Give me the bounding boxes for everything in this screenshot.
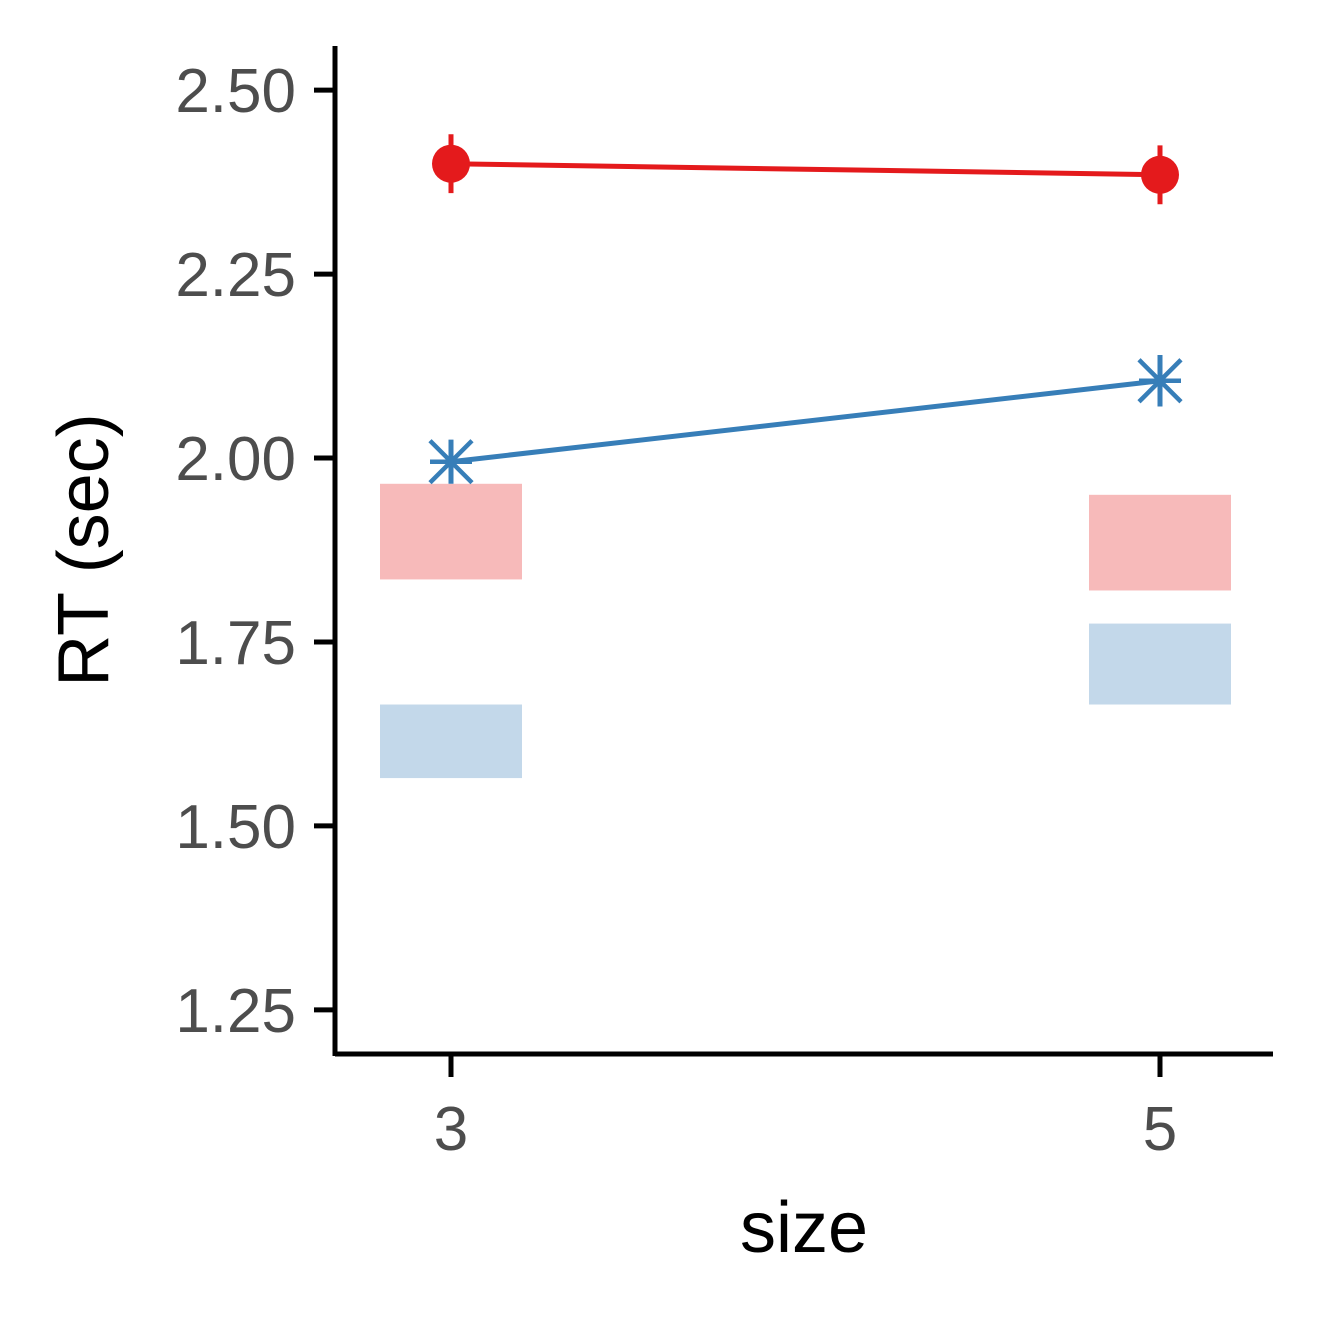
x-tick-label: 5 [1143, 1095, 1177, 1164]
y-tick-label: 1.75 [175, 609, 296, 678]
y-axis-title: RT (sec) [44, 413, 124, 686]
point-layer [428, 134, 1183, 485]
series-band [380, 704, 522, 779]
data-point [432, 144, 470, 183]
series-band [1089, 494, 1231, 591]
y-tick-label: 1.50 [175, 793, 296, 862]
data-point [1137, 358, 1183, 404]
data-point [428, 439, 474, 485]
series-line [450, 161, 1161, 178]
band-layer [380, 483, 1231, 779]
y-axis-ticks: 1.25 1.50 1.75 2.00 2.25 2.50 [175, 57, 335, 1046]
x-tick-label: 3 [434, 1095, 468, 1164]
y-tick-label: 2.25 [175, 241, 296, 310]
x-axis-title: size [740, 1188, 868, 1268]
data-point [1141, 155, 1179, 194]
series-line [450, 378, 1161, 465]
series-band [1089, 623, 1231, 705]
y-tick-label: 1.25 [175, 977, 296, 1046]
y-tick-label: 2.00 [175, 425, 296, 494]
series-band [380, 483, 522, 580]
line-layer [450, 161, 1161, 465]
y-tick-label: 2.50 [175, 57, 296, 126]
